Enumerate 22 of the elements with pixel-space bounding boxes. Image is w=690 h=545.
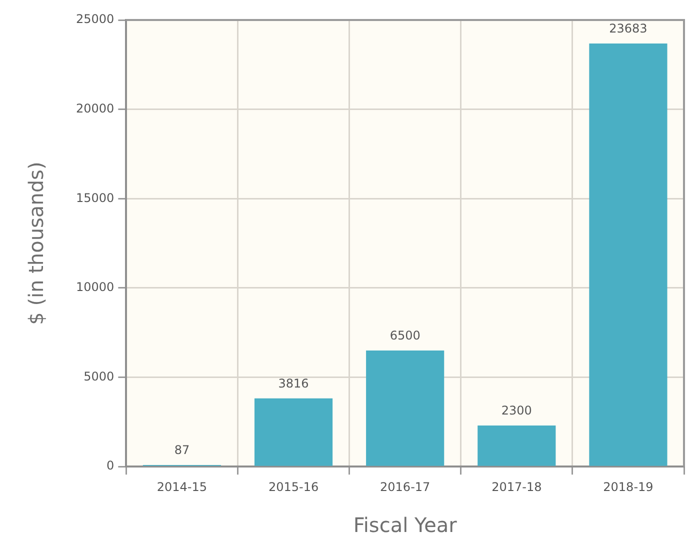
bar [589, 44, 668, 466]
data-label: 6500 [390, 328, 420, 343]
x-axis-title: Fiscal Year [353, 513, 458, 538]
data-label: 23683 [609, 22, 648, 36]
y-tick-label: 20000 [76, 101, 114, 116]
y-tick-label: 15000 [76, 190, 114, 205]
data-label: 3816 [278, 376, 309, 391]
data-label: 87 [174, 443, 190, 458]
x-tick-label: 2017-18 [492, 480, 542, 494]
bar [366, 350, 444, 466]
x-tick-label: 2018-19 [603, 480, 654, 494]
y-tick-label: 25000 [76, 12, 114, 26]
y-tick-label: 10000 [76, 280, 114, 294]
x-tick-label: 2016-17 [380, 480, 430, 494]
y-tick-label: 0 [106, 458, 114, 473]
bar [478, 426, 556, 466]
bar [254, 398, 333, 466]
x-tick-label: 2015-16 [268, 480, 319, 494]
y-tick-label: 5000 [84, 369, 114, 384]
x-tick-label: 2014-15 [156, 480, 208, 494]
data-label: 2300 [501, 404, 532, 418]
y-axis-title: $ (in thousands) [24, 162, 48, 325]
